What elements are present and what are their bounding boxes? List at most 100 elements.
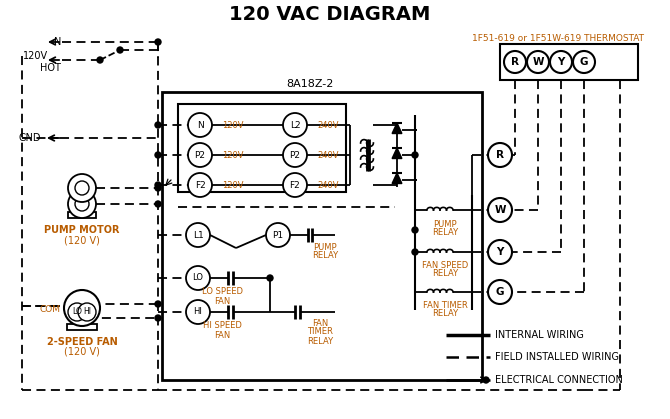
Text: 120V: 120V [23, 51, 48, 61]
Bar [162, 92, 482, 380]
Text: N: N [54, 37, 62, 47]
Text: R: R [496, 150, 504, 160]
Circle shape [186, 266, 210, 290]
Circle shape [186, 300, 210, 324]
Circle shape [488, 143, 512, 167]
Text: R: R [511, 57, 519, 67]
Circle shape [504, 51, 526, 73]
Circle shape [488, 280, 512, 304]
Text: Y: Y [557, 57, 565, 67]
Text: HI: HI [83, 308, 91, 316]
Circle shape [97, 57, 103, 63]
Circle shape [283, 143, 307, 167]
Circle shape [573, 51, 595, 73]
Text: PUMP: PUMP [313, 243, 337, 251]
Text: F2: F2 [289, 181, 300, 189]
Circle shape [527, 51, 549, 73]
Bar [67, 324, 97, 330]
Text: G: G [580, 57, 588, 67]
Circle shape [78, 303, 96, 321]
Circle shape [283, 113, 307, 137]
Circle shape [155, 315, 161, 321]
Circle shape [483, 377, 489, 383]
Circle shape [488, 198, 512, 222]
Text: P2: P2 [194, 150, 206, 160]
Text: N: N [196, 121, 204, 129]
Text: 2-SPEED FAN: 2-SPEED FAN [47, 337, 117, 347]
Text: (120 V): (120 V) [64, 347, 100, 357]
Text: 240V: 240V [317, 181, 338, 189]
Polygon shape [392, 123, 402, 134]
Circle shape [266, 223, 290, 247]
Circle shape [186, 223, 210, 247]
Text: 120V: 120V [222, 181, 243, 189]
Text: RELAY: RELAY [432, 269, 458, 279]
Circle shape [267, 275, 273, 281]
Text: RELAY: RELAY [432, 310, 458, 318]
Circle shape [117, 47, 123, 53]
Text: FAN: FAN [214, 297, 230, 305]
Text: PUMP: PUMP [433, 220, 457, 228]
Text: RELAY: RELAY [307, 336, 333, 346]
Text: 120V: 120V [222, 150, 243, 160]
Circle shape [68, 190, 96, 218]
Text: ELECTRICAL CONNECTION: ELECTRICAL CONNECTION [495, 375, 623, 385]
Text: FAN TIMER: FAN TIMER [423, 302, 468, 310]
Text: PUMP MOTOR: PUMP MOTOR [44, 225, 120, 235]
Bar [500, 44, 638, 80]
Text: FAN SPEED: FAN SPEED [422, 261, 468, 271]
Text: RELAY: RELAY [312, 251, 338, 261]
Bar [178, 104, 346, 192]
Text: 120 VAC DIAGRAM: 120 VAC DIAGRAM [229, 5, 431, 23]
Text: RELAY: RELAY [432, 228, 458, 236]
Text: FIELD INSTALLED WIRING: FIELD INSTALLED WIRING [495, 352, 619, 362]
Circle shape [75, 197, 89, 211]
Text: 240V: 240V [317, 121, 338, 129]
Circle shape [412, 152, 418, 158]
Polygon shape [392, 173, 402, 184]
Text: P2: P2 [289, 150, 301, 160]
Bar [68, 212, 96, 218]
Text: L2: L2 [289, 121, 300, 129]
Circle shape [155, 201, 161, 207]
Circle shape [283, 173, 307, 197]
Text: FAN: FAN [312, 318, 328, 328]
Text: 240V: 240V [317, 150, 338, 160]
Text: FAN: FAN [214, 331, 230, 339]
Text: COM: COM [39, 305, 60, 315]
Text: F2: F2 [194, 181, 206, 189]
Circle shape [412, 227, 418, 233]
Text: 8A18Z-2: 8A18Z-2 [286, 79, 334, 89]
Circle shape [188, 173, 212, 197]
Text: INTERNAL WIRING: INTERNAL WIRING [495, 330, 584, 340]
Text: GND: GND [19, 133, 42, 143]
Text: HI SPEED: HI SPEED [202, 321, 241, 331]
Text: HOT: HOT [40, 63, 60, 73]
Circle shape [412, 249, 418, 255]
Text: LO: LO [192, 274, 204, 282]
Text: L1: L1 [193, 230, 204, 240]
Circle shape [155, 122, 161, 128]
Text: 120V: 120V [222, 121, 243, 129]
Circle shape [155, 185, 161, 191]
Circle shape [488, 240, 512, 264]
Circle shape [155, 39, 161, 45]
Text: LO: LO [72, 308, 82, 316]
Text: W: W [494, 205, 506, 215]
Text: W: W [532, 57, 544, 67]
Circle shape [64, 290, 100, 326]
Circle shape [188, 113, 212, 137]
Text: LO SPEED: LO SPEED [202, 287, 243, 297]
Circle shape [155, 152, 161, 158]
Text: G: G [496, 287, 505, 297]
Text: HI: HI [194, 308, 202, 316]
Polygon shape [392, 148, 402, 158]
Circle shape [155, 301, 161, 307]
Text: (120 V): (120 V) [64, 235, 100, 245]
Circle shape [155, 182, 161, 188]
Text: 1F51-619 or 1F51W-619 THERMOSTAT: 1F51-619 or 1F51W-619 THERMOSTAT [472, 34, 644, 42]
Circle shape [68, 303, 86, 321]
Text: TIMER: TIMER [307, 328, 333, 336]
Circle shape [188, 143, 212, 167]
Circle shape [68, 174, 96, 202]
